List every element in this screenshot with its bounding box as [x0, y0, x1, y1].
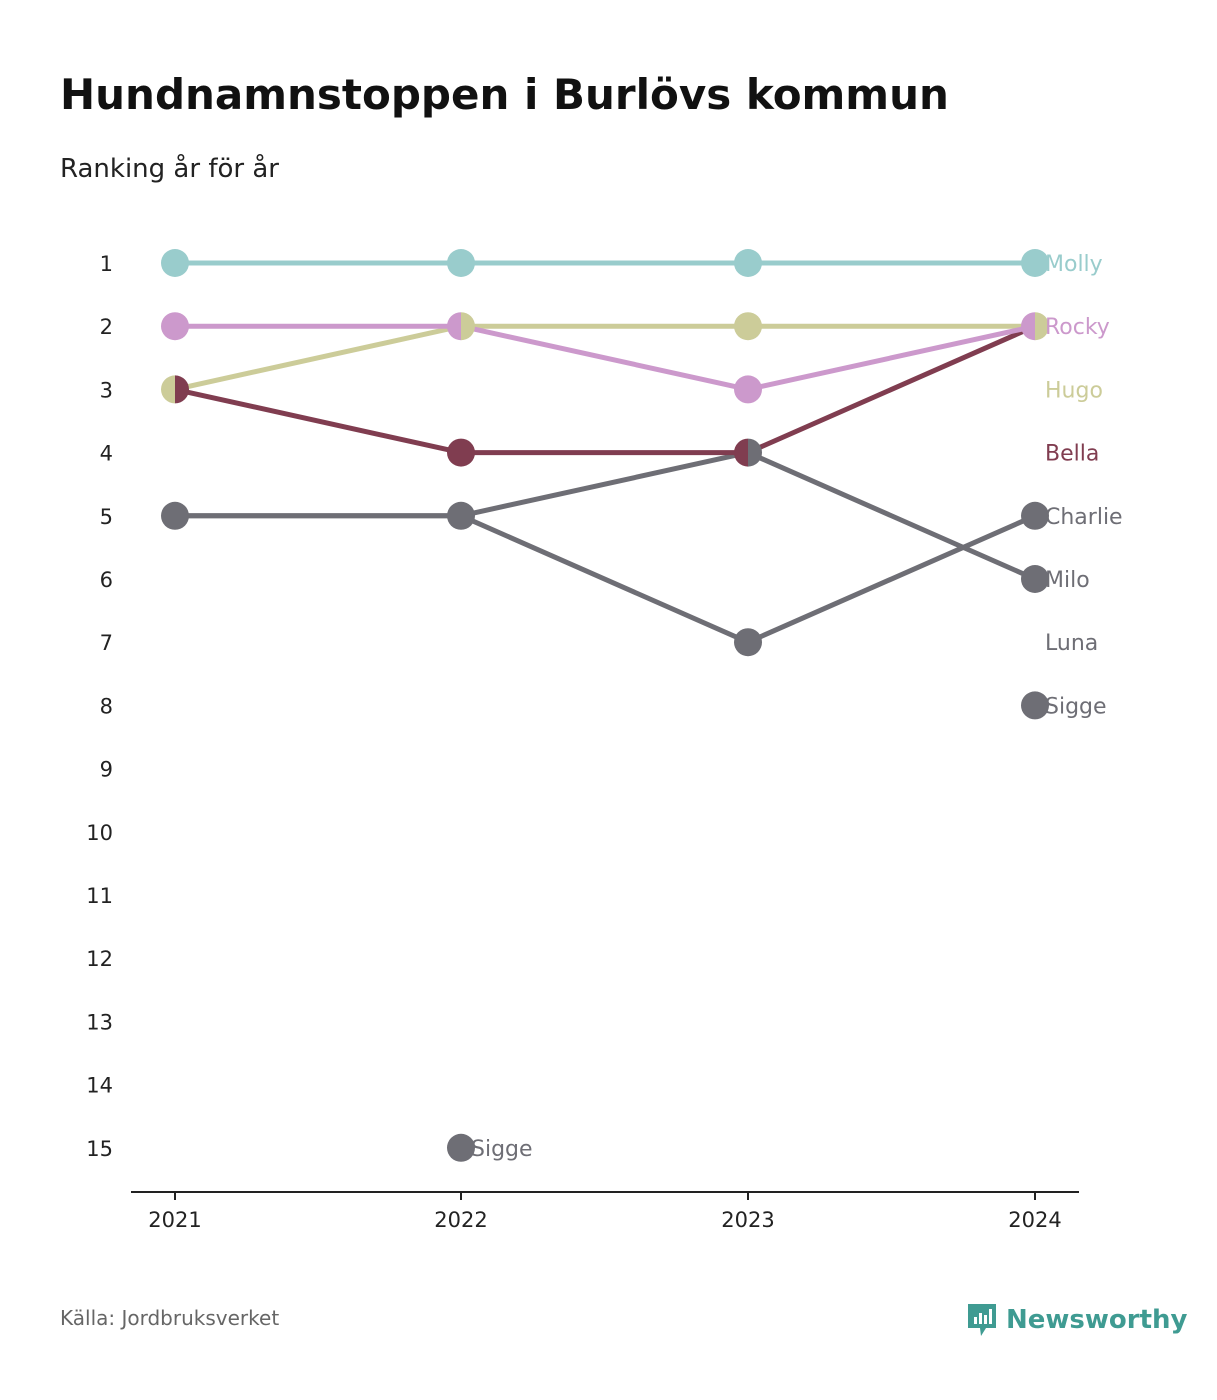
end-label-charlie: Charlie	[1045, 505, 1123, 530]
end-label-molly: Molly	[1045, 252, 1103, 277]
point-rocky	[161, 312, 189, 341]
y-tick-label: 15	[86, 1137, 113, 1161]
y-tick-label: 3	[100, 378, 113, 402]
point-milo	[748, 438, 762, 467]
y-tick-label: 7	[100, 631, 113, 655]
y-tick-label: 9	[100, 758, 113, 782]
point-charlie	[175, 501, 190, 530]
point-sigge	[1021, 691, 1049, 720]
point-charlie	[461, 501, 476, 530]
end-label-sigge: Sigge	[1045, 694, 1107, 719]
y-tick-label: 1	[100, 252, 113, 276]
end-label-bella: Bella	[1045, 442, 1099, 467]
end-label-milo: Milo	[1045, 568, 1090, 593]
y-tick-label: 12	[86, 947, 113, 971]
point-milo	[447, 501, 461, 530]
series-line-hugo	[172, 323, 1038, 392]
series-line-bella	[172, 323, 1038, 456]
point-hugo	[461, 312, 476, 341]
x-tick-label: 2022	[434, 1208, 487, 1232]
point-bella	[734, 438, 748, 467]
point-molly	[734, 249, 762, 277]
point-molly	[161, 249, 189, 277]
y-tick-label: 10	[86, 821, 113, 845]
y-tick-label: 4	[100, 442, 113, 466]
end-label-rocky: Rocky	[1045, 315, 1110, 340]
point-milo	[161, 501, 175, 530]
point-bella	[175, 375, 190, 404]
x-axis: 2021 2022 2023 2024	[131, 1191, 1079, 1232]
y-tick-label: 13	[86, 1010, 113, 1034]
point-rocky	[447, 312, 461, 341]
chart-subtitle: Ranking år för år	[60, 154, 279, 184]
point-bella	[447, 438, 475, 467]
y-tick-label: 2	[100, 315, 113, 339]
y-tick-label: 5	[100, 505, 113, 529]
y-tick-label: 8	[100, 694, 113, 718]
point-charlie	[734, 628, 762, 657]
series-lines	[172, 260, 1038, 645]
point-hugo	[734, 312, 762, 341]
source-note: Källa: Jordbruksverket	[60, 1306, 280, 1330]
newsworthy-logo-icon	[968, 1304, 996, 1336]
series-labels: Molly Rocky Hugo Bella Charlie Milo Luna Sigge S…	[471, 252, 1123, 1162]
x-tick-label: 2024	[1008, 1208, 1061, 1232]
end-label-hugo: Hugo	[1045, 378, 1103, 403]
series-line-charlie	[172, 513, 1038, 645]
series-points	[161, 249, 1049, 1162]
brand-logo[interactable]: Newsworthy	[966, 1302, 1187, 1338]
point-hugo	[161, 375, 175, 404]
point-rocky	[1021, 312, 1035, 341]
y-tick-label: 11	[86, 884, 113, 908]
point-rocky	[734, 375, 762, 404]
point-molly	[447, 249, 475, 277]
x-tick-label: 2023	[721, 1208, 774, 1232]
point-milo	[1021, 565, 1049, 593]
x-tick-label: 2021	[148, 1208, 201, 1232]
series-line-milo	[172, 450, 1038, 582]
brand-name: Newsworthy	[1006, 1305, 1188, 1335]
end-label-luna: Luna	[1045, 631, 1098, 656]
point-sigge	[447, 1133, 475, 1162]
chart-title: Hundnamnstoppen i Burlövs kommun	[60, 70, 949, 119]
series-line-rocky	[172, 323, 1038, 392]
point-molly	[1021, 249, 1049, 277]
mid-label-sigge: Sigge	[471, 1137, 533, 1162]
point-hugo	[1035, 312, 1049, 341]
y-tick-label: 6	[100, 568, 113, 592]
y-tick-label: 14	[86, 1074, 113, 1098]
point-charlie	[1021, 501, 1049, 530]
